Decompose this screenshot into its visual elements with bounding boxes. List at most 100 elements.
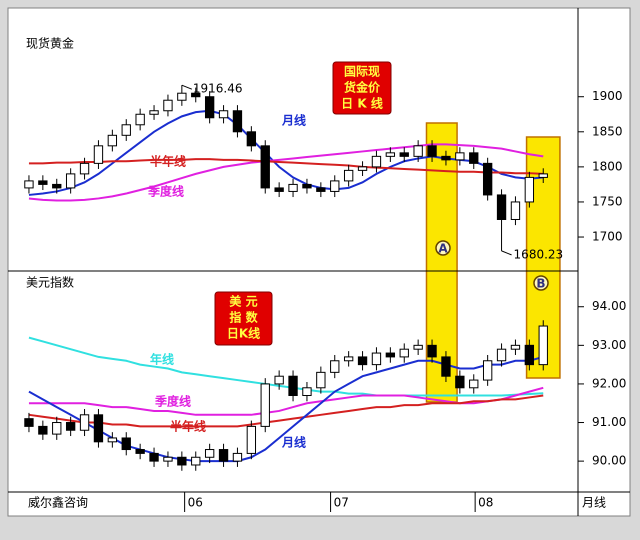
series-label: 半年线 — [170, 419, 206, 434]
candle-body — [52, 422, 62, 435]
title-line: 国际现 — [344, 65, 380, 79]
candle-body — [93, 414, 104, 443]
candle-body — [302, 183, 312, 189]
series-label: 半年线 — [150, 154, 186, 169]
candle-body — [510, 344, 521, 350]
candle-body — [524, 344, 535, 366]
x-tick-label: 07 — [334, 496, 349, 510]
moving-average-line — [28, 336, 544, 397]
candle-body — [469, 152, 479, 164]
candle-body — [24, 418, 34, 427]
candle-body — [135, 113, 145, 126]
candle-body — [274, 187, 284, 192]
candle-body — [135, 449, 145, 454]
title-line: 货金价 — [344, 80, 381, 95]
y-tick-label: 1750 — [592, 194, 623, 208]
candle-body — [316, 187, 326, 192]
candle-body — [204, 96, 215, 119]
candle-body — [385, 352, 396, 358]
candle-body — [330, 180, 340, 192]
series-label: 季度线 — [154, 394, 191, 409]
moving-average-line — [28, 394, 544, 428]
candle-body — [65, 422, 76, 431]
candle-body — [413, 344, 423, 350]
candle-body — [163, 99, 173, 112]
candle-body — [191, 92, 201, 98]
candle-body — [427, 145, 437, 157]
panel-title: 现货黄金 — [26, 36, 74, 51]
candle-body — [79, 414, 90, 431]
candle-body — [149, 452, 159, 462]
candle-body — [38, 425, 48, 435]
candle-body — [177, 456, 187, 466]
candle-body — [399, 152, 409, 157]
low-label: 1680.23 — [514, 247, 564, 261]
x-axis-label: 月线 — [582, 496, 606, 510]
candle-body — [121, 437, 131, 451]
candle-body — [93, 145, 104, 164]
highlight-label: A — [438, 242, 448, 256]
y-tick-label: 94.00 — [592, 299, 626, 313]
candle-body — [469, 379, 479, 389]
candle-body — [204, 449, 215, 458]
candle-body — [427, 344, 437, 358]
candle-body — [343, 356, 354, 362]
candle-body — [455, 152, 465, 161]
source: 威尔鑫咨询 — [28, 495, 88, 510]
series-label: 月线 — [281, 113, 306, 128]
candle-body — [496, 348, 507, 362]
candle-body — [260, 383, 270, 427]
x-tick-label: 08 — [478, 496, 493, 510]
candle-body — [191, 456, 201, 466]
candle-body — [441, 356, 451, 377]
moving-average-line — [28, 158, 544, 175]
candle-body — [218, 110, 229, 119]
y-tick-label: 1850 — [592, 124, 623, 138]
candle-body — [510, 201, 521, 220]
candle-body — [38, 180, 48, 185]
title-box — [214, 291, 273, 346]
candle-body — [385, 152, 396, 157]
candle-body — [538, 173, 548, 178]
candle-body — [330, 360, 340, 373]
title-box — [332, 61, 392, 115]
candle-body — [371, 352, 382, 366]
candle-body — [149, 110, 159, 115]
candle-body — [455, 375, 465, 389]
candle-body — [357, 166, 368, 171]
candle-body — [288, 183, 298, 192]
candle-body — [288, 375, 298, 397]
candle-body — [357, 356, 368, 366]
candle-body — [482, 360, 493, 381]
moving-average-line — [28, 143, 544, 202]
title-line: 日K线 — [227, 326, 260, 341]
candle-body — [218, 449, 229, 462]
title-line: 指 数 — [229, 310, 258, 325]
y-tick-label: 92.00 — [592, 376, 626, 390]
candle-body — [343, 169, 354, 182]
highlight-label: B — [536, 277, 545, 291]
y-tick-label: 1900 — [592, 89, 623, 103]
candle-body — [316, 371, 326, 389]
annotation-pointer — [501, 250, 512, 256]
candle-body — [302, 387, 312, 397]
y-tick-label: 93.00 — [592, 338, 626, 352]
series-label: 月线 — [281, 435, 306, 450]
highlight-marker — [533, 275, 549, 291]
annotation-pointer — [181, 84, 193, 90]
candle-body — [121, 124, 131, 136]
x-tick-label: 06 — [188, 496, 203, 510]
title-line: 美 元 — [229, 294, 257, 309]
title-line: 日 K 线 — [341, 96, 383, 111]
candle-body — [107, 134, 118, 147]
candle-body — [399, 348, 409, 358]
y-tick-label: 1800 — [592, 159, 623, 173]
candle-body — [441, 155, 451, 161]
high-label: 1916.46 — [193, 82, 243, 96]
candle-body — [246, 425, 257, 454]
candle-body — [52, 183, 62, 189]
candle-body — [246, 131, 257, 147]
candle-body — [163, 456, 173, 462]
